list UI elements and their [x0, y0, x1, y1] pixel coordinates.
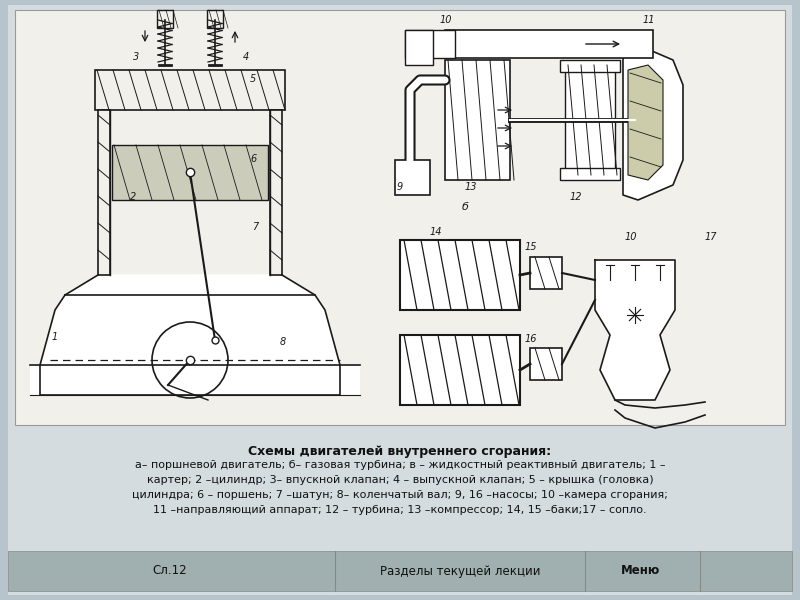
- Bar: [95, 70, 285, 110]
- Text: 9: 9: [397, 182, 403, 192]
- Text: 10: 10: [440, 15, 453, 25]
- Bar: [560, 60, 620, 72]
- Text: 3: 3: [133, 52, 139, 62]
- Text: Разделы текущей лекции: Разделы текущей лекции: [380, 565, 540, 577]
- Text: 11 –направляющий аппарат; 12 – турбина; 13 –компрессор; 14, 15 –баки;17 – сопло.: 11 –направляющий аппарат; 12 – турбина; …: [153, 505, 647, 515]
- Bar: [445, 30, 653, 58]
- Bar: [8, 551, 792, 591]
- Bar: [560, 168, 620, 180]
- Bar: [405, 30, 433, 65]
- Bar: [405, 30, 455, 58]
- Text: 16: 16: [525, 334, 538, 344]
- Bar: [400, 335, 520, 405]
- Polygon shape: [595, 260, 675, 400]
- Text: 14: 14: [430, 227, 442, 237]
- Bar: [530, 348, 562, 380]
- Bar: [98, 110, 110, 275]
- Bar: [15, 10, 785, 425]
- Bar: [445, 60, 510, 180]
- Text: 17: 17: [705, 232, 718, 242]
- Text: 4: 4: [243, 52, 250, 62]
- Bar: [112, 145, 268, 200]
- Text: 13: 13: [465, 182, 478, 192]
- Polygon shape: [65, 275, 315, 295]
- Text: а– поршневой двигатель; б– газовая турбина; в – жидкостный реактивный двигатель;: а– поршневой двигатель; б– газовая турби…: [134, 460, 666, 470]
- Text: Меню: Меню: [620, 565, 660, 577]
- Text: 2: 2: [130, 192, 136, 202]
- Text: 5: 5: [250, 74, 256, 84]
- Text: 10: 10: [625, 232, 638, 242]
- Text: б: б: [462, 202, 469, 212]
- Bar: [30, 365, 360, 395]
- Text: Схемы двигателей внутреннего сгорания:: Схемы двигателей внутреннего сгорания:: [249, 445, 551, 458]
- Polygon shape: [628, 65, 663, 180]
- Bar: [207, 10, 223, 28]
- Text: 15: 15: [525, 242, 538, 252]
- Text: 7: 7: [252, 222, 258, 232]
- Text: 6: 6: [250, 154, 256, 164]
- Polygon shape: [623, 45, 683, 200]
- Bar: [530, 257, 562, 289]
- Text: Сл.12: Сл.12: [153, 565, 187, 577]
- Text: картер; 2 –цилиндр; 3– впускной клапан; 4 – выпускной клапан; 5 – крышка (головк: картер; 2 –цилиндр; 3– впускной клапан; …: [146, 475, 654, 485]
- Text: 8: 8: [280, 337, 286, 347]
- Bar: [395, 160, 430, 195]
- Bar: [565, 65, 615, 175]
- Bar: [400, 240, 520, 310]
- Bar: [157, 10, 173, 28]
- Polygon shape: [40, 295, 340, 395]
- Text: 11: 11: [643, 15, 655, 25]
- Bar: [270, 110, 282, 275]
- Text: цилиндра; 6 – поршень; 7 –шатун; 8– коленчатый вал; 9, 16 –насосы; 10 –камера сг: цилиндра; 6 – поршень; 7 –шатун; 8– коле…: [132, 490, 668, 500]
- Text: 12: 12: [570, 192, 582, 202]
- Text: 1: 1: [52, 332, 58, 342]
- Bar: [15, 428, 785, 546]
